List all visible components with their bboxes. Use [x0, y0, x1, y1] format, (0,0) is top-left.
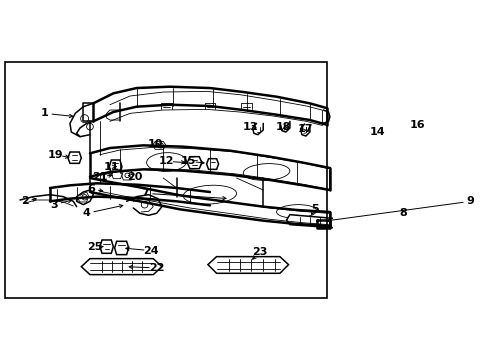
- Text: 10: 10: [147, 139, 163, 149]
- Polygon shape: [414, 123, 429, 138]
- Text: 18: 18: [275, 122, 290, 132]
- Polygon shape: [319, 220, 329, 228]
- Text: 23: 23: [252, 247, 267, 257]
- Text: 11: 11: [103, 162, 119, 172]
- Circle shape: [378, 131, 385, 138]
- Polygon shape: [207, 257, 288, 273]
- Text: 19: 19: [47, 150, 63, 160]
- Text: 4: 4: [82, 208, 90, 218]
- Text: 17: 17: [297, 124, 312, 134]
- Polygon shape: [152, 141, 165, 149]
- Circle shape: [86, 123, 93, 130]
- Circle shape: [158, 143, 163, 148]
- Polygon shape: [112, 169, 122, 179]
- Text: 1: 1: [41, 108, 48, 118]
- Text: 16: 16: [408, 120, 424, 130]
- Text: 25: 25: [87, 242, 103, 252]
- Circle shape: [141, 201, 148, 208]
- Polygon shape: [286, 215, 339, 228]
- Text: 2: 2: [21, 196, 28, 206]
- Circle shape: [82, 195, 87, 200]
- Ellipse shape: [183, 185, 236, 204]
- Circle shape: [125, 173, 129, 178]
- Text: 12: 12: [158, 156, 173, 166]
- Polygon shape: [114, 241, 128, 255]
- Text: 21: 21: [92, 172, 107, 182]
- Polygon shape: [68, 152, 81, 163]
- Polygon shape: [187, 157, 202, 169]
- Polygon shape: [109, 160, 122, 173]
- Circle shape: [405, 219, 410, 224]
- Text: 22: 22: [148, 263, 164, 273]
- Ellipse shape: [146, 153, 186, 171]
- Text: 15: 15: [181, 156, 196, 166]
- Text: 6: 6: [87, 184, 95, 194]
- Polygon shape: [374, 128, 388, 141]
- Text: 9: 9: [466, 196, 473, 206]
- Text: 20: 20: [127, 172, 142, 182]
- Polygon shape: [122, 171, 132, 180]
- Text: 14: 14: [369, 127, 385, 137]
- Ellipse shape: [276, 204, 316, 218]
- Polygon shape: [100, 240, 113, 253]
- Polygon shape: [206, 159, 218, 169]
- Polygon shape: [400, 215, 414, 228]
- Text: 3: 3: [50, 200, 58, 210]
- Ellipse shape: [243, 163, 289, 180]
- Text: 24: 24: [143, 246, 159, 256]
- Text: 5: 5: [310, 204, 318, 213]
- Circle shape: [81, 115, 88, 123]
- Text: 7: 7: [141, 188, 149, 198]
- Text: 13: 13: [243, 122, 258, 132]
- Text: 8: 8: [399, 208, 406, 218]
- Polygon shape: [81, 258, 162, 275]
- Circle shape: [418, 127, 426, 135]
